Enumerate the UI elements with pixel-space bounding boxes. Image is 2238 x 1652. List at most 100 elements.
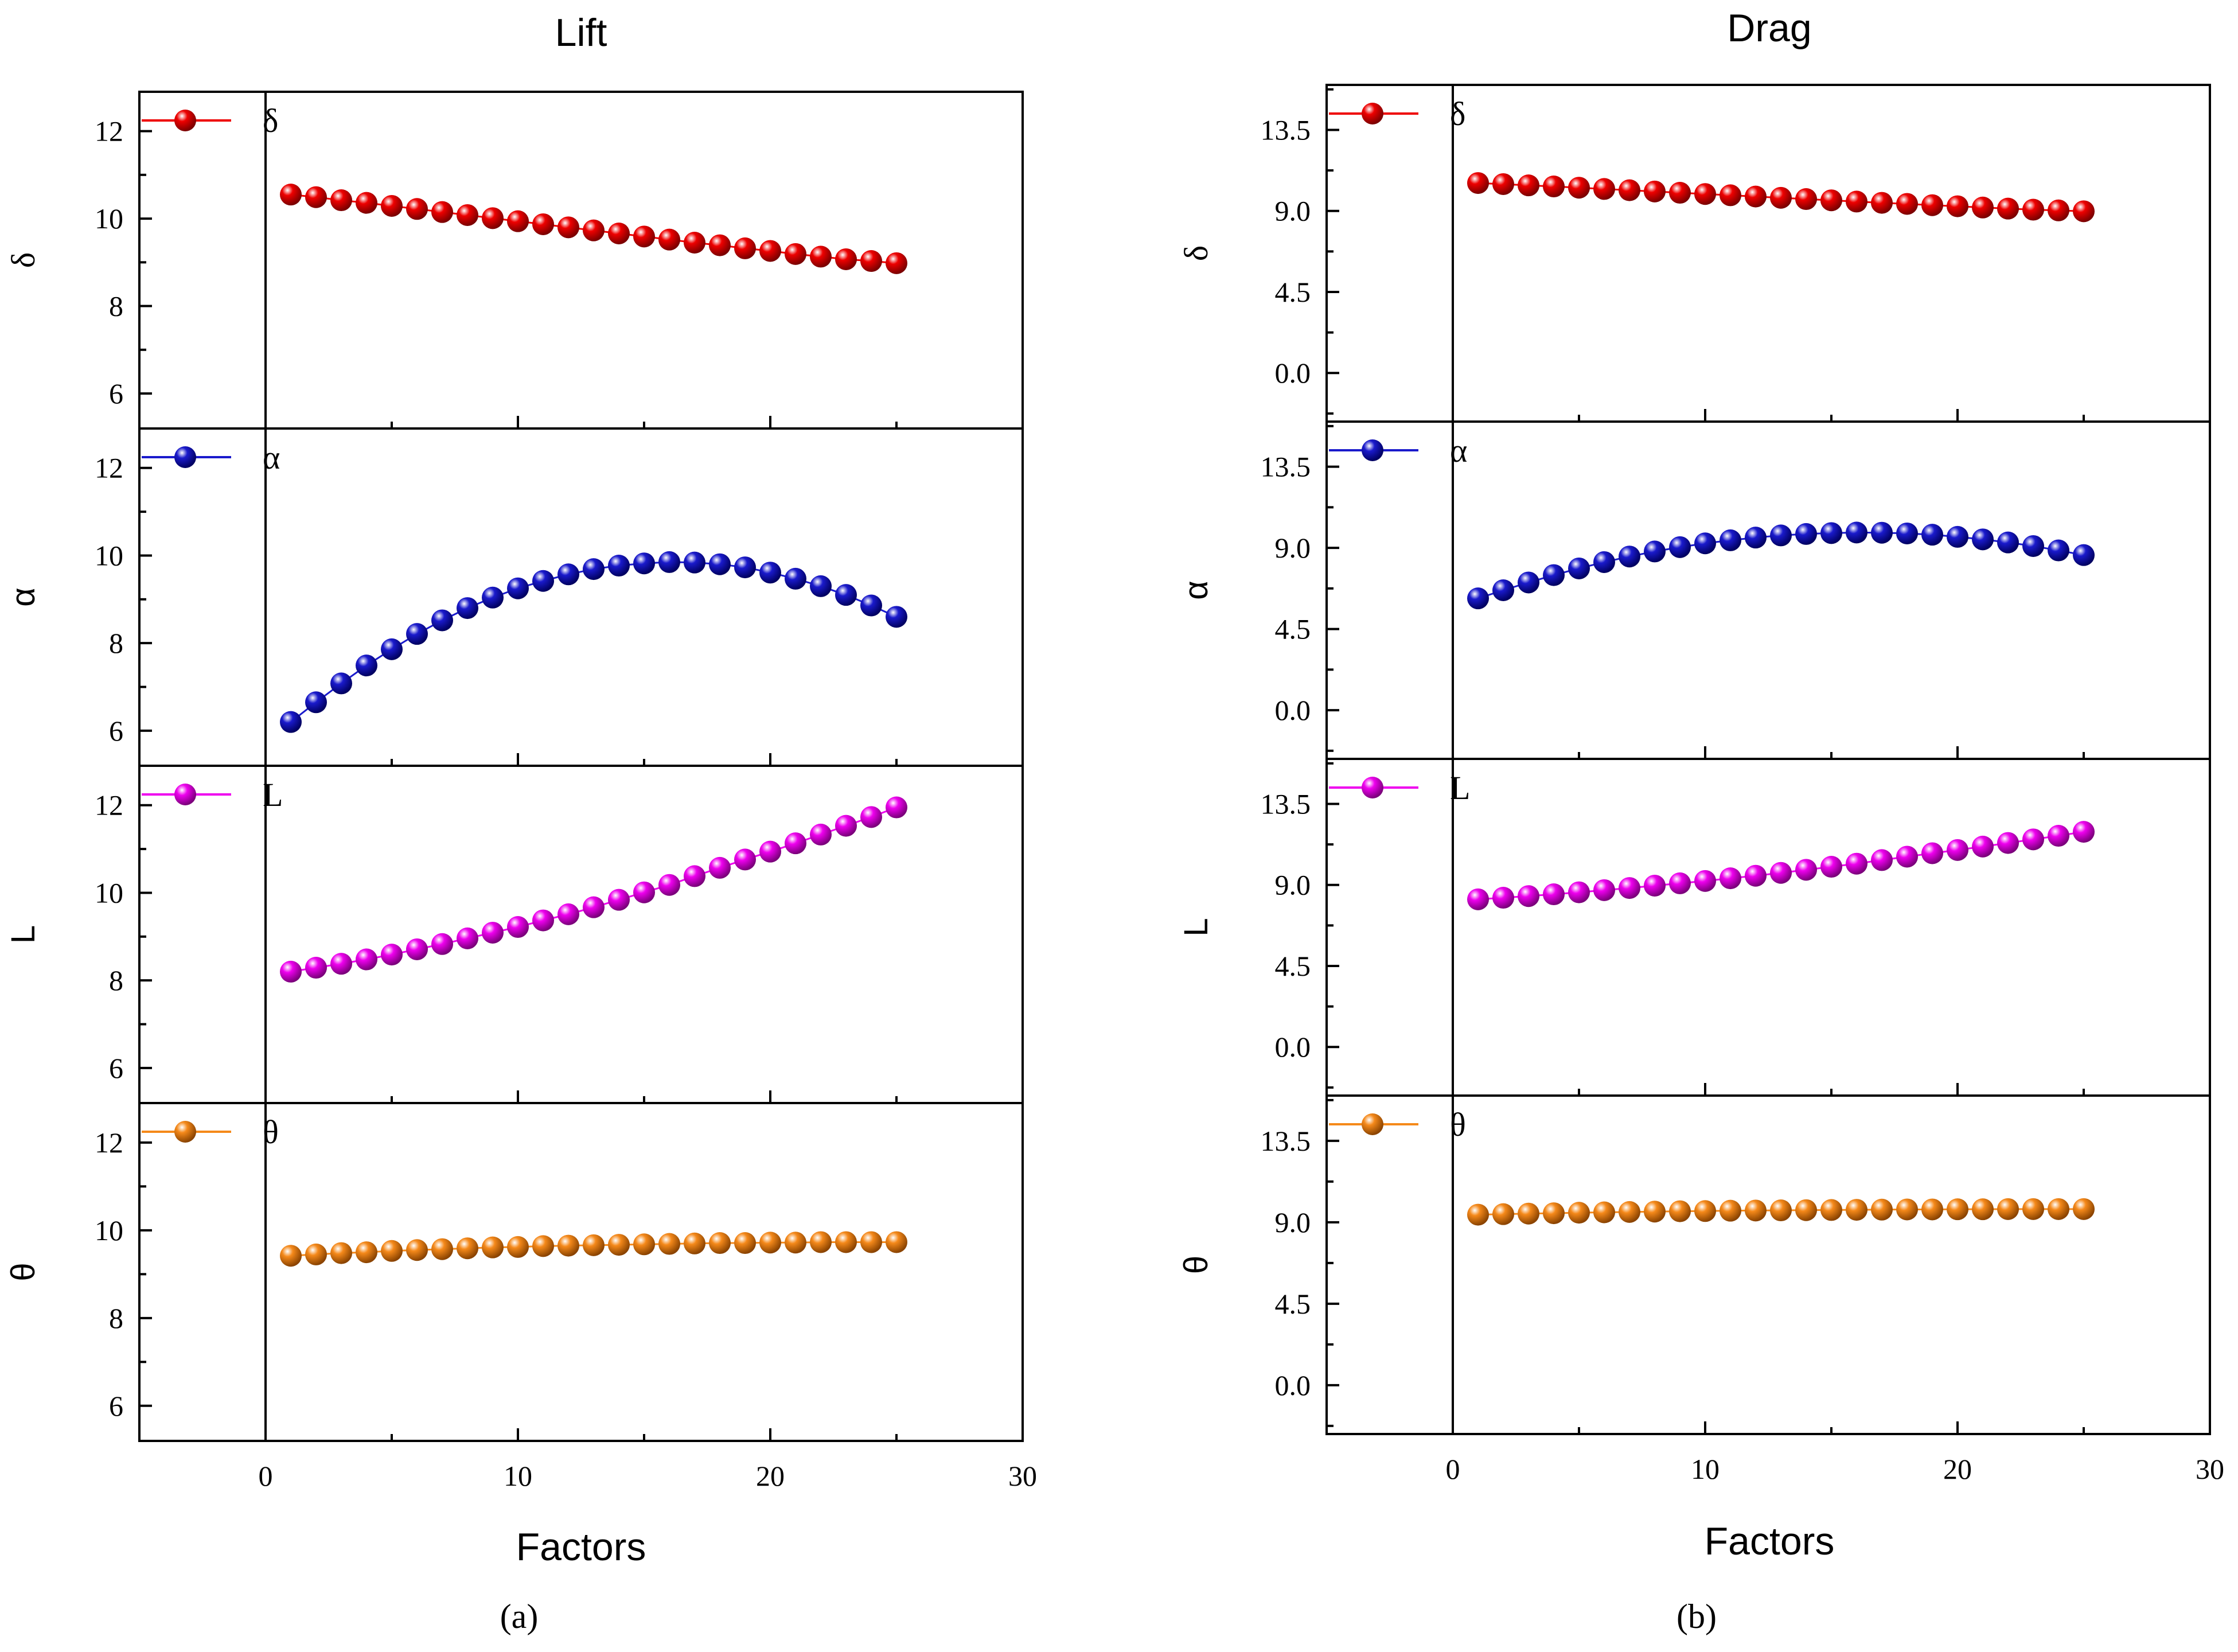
legend-marker — [1362, 439, 1383, 461]
data-point — [2073, 544, 2095, 566]
y-tick-label: 4.5 — [1275, 613, 1311, 645]
data-point — [482, 207, 504, 229]
data-point — [431, 201, 453, 223]
data-point — [633, 225, 655, 248]
data-point — [1568, 1202, 1590, 1224]
data-point — [860, 594, 882, 617]
data-point — [1947, 525, 1968, 548]
data-point — [507, 1236, 529, 1258]
data-point — [381, 194, 403, 217]
data-point — [608, 222, 630, 244]
data-point — [457, 597, 478, 620]
y-tick-label: 9.0 — [1275, 869, 1311, 901]
data-point — [785, 832, 806, 855]
y-tick-label: 10 — [95, 1214, 123, 1246]
subplot-frame — [1325, 84, 2211, 423]
data-point — [1972, 1198, 1994, 1221]
data-point — [709, 553, 731, 575]
data-point — [1568, 177, 1590, 199]
data-point — [431, 609, 453, 632]
data-point — [810, 823, 832, 846]
data-point — [1795, 188, 1817, 211]
data-point — [633, 1233, 655, 1256]
data-point — [734, 556, 756, 579]
x-tick-label: 0 — [259, 1460, 273, 1492]
data-point — [1568, 881, 1590, 903]
data-point — [709, 234, 731, 256]
y-tick-label: 9.0 — [1275, 1206, 1311, 1238]
legend-label: L — [1450, 769, 1470, 806]
y-tick-label: 0.0 — [1275, 694, 1311, 726]
data-point — [583, 1234, 605, 1256]
subplot-frame — [1325, 420, 2211, 760]
data-point — [1921, 1198, 1943, 1221]
y-axis-label: L — [1178, 918, 1215, 936]
data-point — [2073, 200, 2095, 223]
subplot-frame — [1325, 758, 2211, 1097]
data-point — [1669, 536, 1691, 558]
legend-marker — [174, 784, 196, 805]
panel-b-plot: 0.0 4.5 9.0 13.5 δ δ 0.0 4.5 9.0 13.5 α α 0.0 4.5 9.0 1… — [1178, 84, 2224, 1485]
y-tick-label: 10 — [95, 876, 123, 909]
data-point — [1568, 557, 1590, 579]
legend-label: δ — [1450, 95, 1465, 133]
legend-marker — [174, 110, 196, 131]
data-point — [1619, 179, 1640, 201]
subplot-a-2: 6 8 10 12 L L — [5, 765, 1024, 1104]
data-point — [1518, 1202, 1539, 1225]
panel-title-b: Drag — [1727, 6, 1811, 50]
data-point — [1694, 532, 1716, 555]
data-point — [886, 796, 907, 819]
data-point — [330, 953, 352, 975]
data-point — [835, 1231, 857, 1253]
data-point — [886, 1231, 907, 1253]
data-point — [633, 552, 655, 575]
x-axis-label-a: Factors — [516, 1525, 646, 1569]
data-point — [1921, 524, 1943, 546]
data-point — [1543, 176, 1565, 198]
data-point — [406, 938, 428, 960]
data-point — [2048, 825, 2069, 847]
y-tick-label: 12 — [95, 115, 123, 147]
data-point — [356, 1241, 377, 1264]
y-axis-label: θ — [1178, 1256, 1215, 1274]
data-point — [1947, 195, 1968, 217]
data-point — [658, 874, 680, 896]
subplot-b-0: 0.0 4.5 9.0 13.5 δ δ — [1178, 84, 2211, 423]
data-point — [1770, 186, 1792, 209]
data-point — [305, 957, 327, 979]
legend-marker — [1362, 1113, 1383, 1135]
data-point — [2022, 828, 2044, 851]
data-point — [1820, 856, 1842, 878]
data-point — [381, 944, 403, 966]
y-tick-label: 8 — [109, 290, 123, 322]
data-point — [684, 551, 705, 574]
data-point — [1644, 874, 1666, 897]
data-point — [381, 1240, 403, 1262]
legend-marker — [1362, 103, 1383, 124]
data-point — [2048, 1198, 2069, 1220]
data-point — [1644, 1201, 1666, 1223]
data-point — [1745, 864, 1767, 887]
panel-b: Drag 0.0 4.5 9.0 13.5 δ δ 0.0 4.5 9.0 13.5 α α 0.0 4.… — [1178, 6, 2224, 1635]
data-point — [1795, 1199, 1817, 1221]
data-point — [1644, 180, 1666, 202]
data-point — [684, 232, 705, 254]
subplot-b-3: 0.0 4.5 9.0 13.5 θ θ — [1178, 1094, 2211, 1435]
data-point — [532, 213, 554, 235]
data-point — [1972, 528, 1994, 551]
y-tick-label: 9.0 — [1275, 195, 1311, 227]
data-point — [280, 960, 302, 983]
data-point — [1593, 1201, 1615, 1224]
data-point — [1593, 879, 1615, 901]
data-point — [305, 186, 327, 208]
data-point — [1492, 1203, 1514, 1225]
data-point — [1492, 579, 1514, 601]
data-point — [835, 815, 857, 837]
y-tick-label: 10 — [95, 539, 123, 571]
data-point — [381, 638, 403, 660]
data-point — [860, 250, 882, 272]
data-point — [608, 1234, 630, 1256]
data-point — [280, 1245, 302, 1267]
data-point — [330, 189, 352, 212]
